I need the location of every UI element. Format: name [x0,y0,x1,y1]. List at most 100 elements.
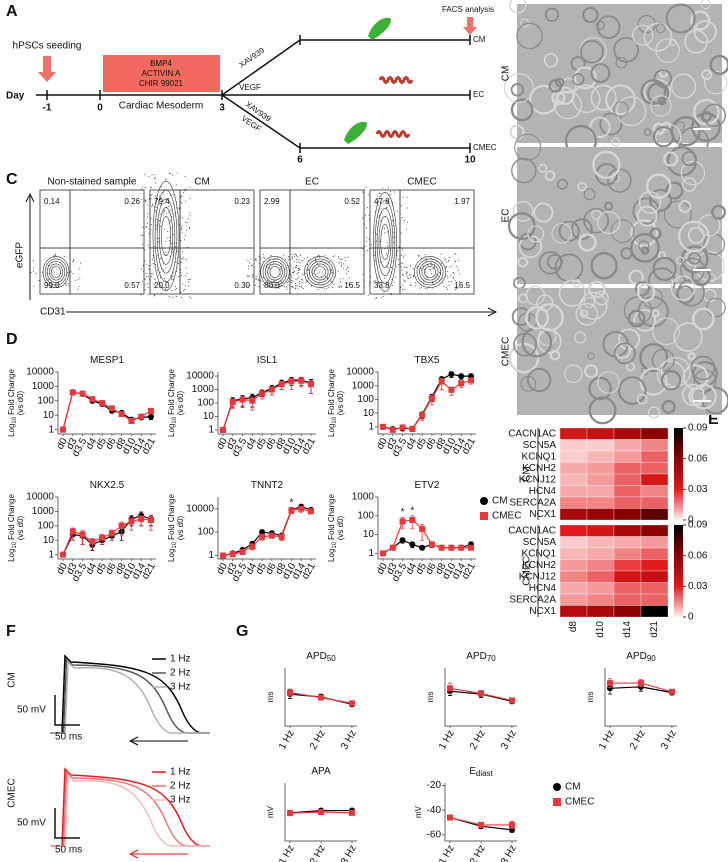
cell-texture [596,15,621,39]
ap-trace [50,770,210,847]
flow-dot [180,227,182,229]
flow-dot [291,271,293,273]
flow-dot [149,293,151,295]
flow-dot [340,285,342,287]
flow-dot [296,272,298,274]
flow-dot [146,226,148,228]
flow-dot [175,261,177,263]
cell-texture [544,170,556,181]
flow-dot [367,250,369,252]
quadrant-value: 0.26 [124,197,140,206]
heat-cell [640,582,669,595]
flow-dot [426,288,428,290]
heat-cell [640,559,669,572]
cell-texture [680,160,706,186]
flow-dot [77,278,79,280]
flow-dot [269,258,271,260]
flow-dot [387,245,389,247]
flow-dot [143,271,145,273]
flow-dot [295,253,297,255]
flow-dot [449,284,451,286]
flow-dot [291,285,293,287]
x-tick-label: 3 Hz [339,728,359,751]
flow-x-label: CD31 [40,307,66,318]
flow-dot [154,177,156,179]
axes [444,783,517,842]
heat-cell [586,462,615,475]
facs-arrow [463,17,477,35]
heat-cell [640,450,669,463]
cell-texture [579,291,608,320]
flow-dot [427,264,429,266]
flow-dot [189,227,191,229]
flow-dot [296,261,298,263]
flow-contour [260,256,290,288]
flow-dot [301,279,303,281]
annotation: * [410,505,414,516]
flow-dot [298,267,300,269]
legend-marker [480,512,488,520]
axes [444,668,517,727]
flow-dot [326,287,328,289]
y-label: ms [426,692,435,703]
colorbar-label: 0 [688,612,694,623]
flow-dot [78,286,80,288]
flow-dot [251,274,253,276]
flow-dot [171,290,173,292]
flow-dot [33,285,35,287]
flow-dot [291,258,293,260]
flow-dot [363,216,365,218]
flow-dot [150,186,152,188]
flow-dot [79,277,81,279]
flow-dot [401,273,403,275]
x-tick-label: d3 [225,436,240,452]
y-tick-label: 1 [48,549,54,560]
flow-dot [145,273,147,275]
heat-cell [586,427,615,440]
legend-text: CMEC [492,511,521,522]
x-tick-label: d0 [55,561,70,577]
data-point [239,396,246,403]
quadrant-value: 33.8 [374,281,390,290]
flow-dot [147,213,149,215]
title-text: NKX2.5 [90,480,125,491]
flow-dot [409,265,411,267]
flow-dot [247,260,249,262]
flow-dot [177,263,179,265]
flow-title: Non-stained sample [48,177,137,188]
flow-dot [184,175,186,177]
row-label: SCN5A [523,440,557,451]
data-point [419,412,426,419]
y-label-text: Fold Change [327,494,336,540]
flow-y-label: eGFP [15,242,26,268]
heat-cell [640,605,669,618]
axes [377,372,476,435]
factor: BMP4 [150,59,172,68]
flow-dot [140,234,142,236]
heat-cell [640,536,669,549]
flow-dot [389,191,391,193]
flow-dot [294,266,296,268]
heat-cell [613,582,642,595]
flow-dot [377,204,379,206]
flow-contour [304,256,336,288]
cell-texture [630,219,659,248]
cell-texture [652,126,675,148]
axes [57,372,156,435]
flow-dot [175,246,177,248]
series-line [62,391,152,430]
series-line [62,518,152,555]
row-label: SCN5A [523,537,557,548]
cell-texture [510,83,524,97]
seeding-label: hPSCs seeding [13,41,82,52]
flow-contour [42,256,70,288]
data-point [349,809,355,816]
flow-dot [278,287,280,289]
x-tick-label: d0 [55,436,70,452]
flow-dot [147,293,149,295]
data-point [669,688,675,695]
series-line [382,379,472,431]
flow-dot [290,265,292,267]
flow-dot [287,259,289,261]
quadrant-value: 0.57 [124,281,140,290]
